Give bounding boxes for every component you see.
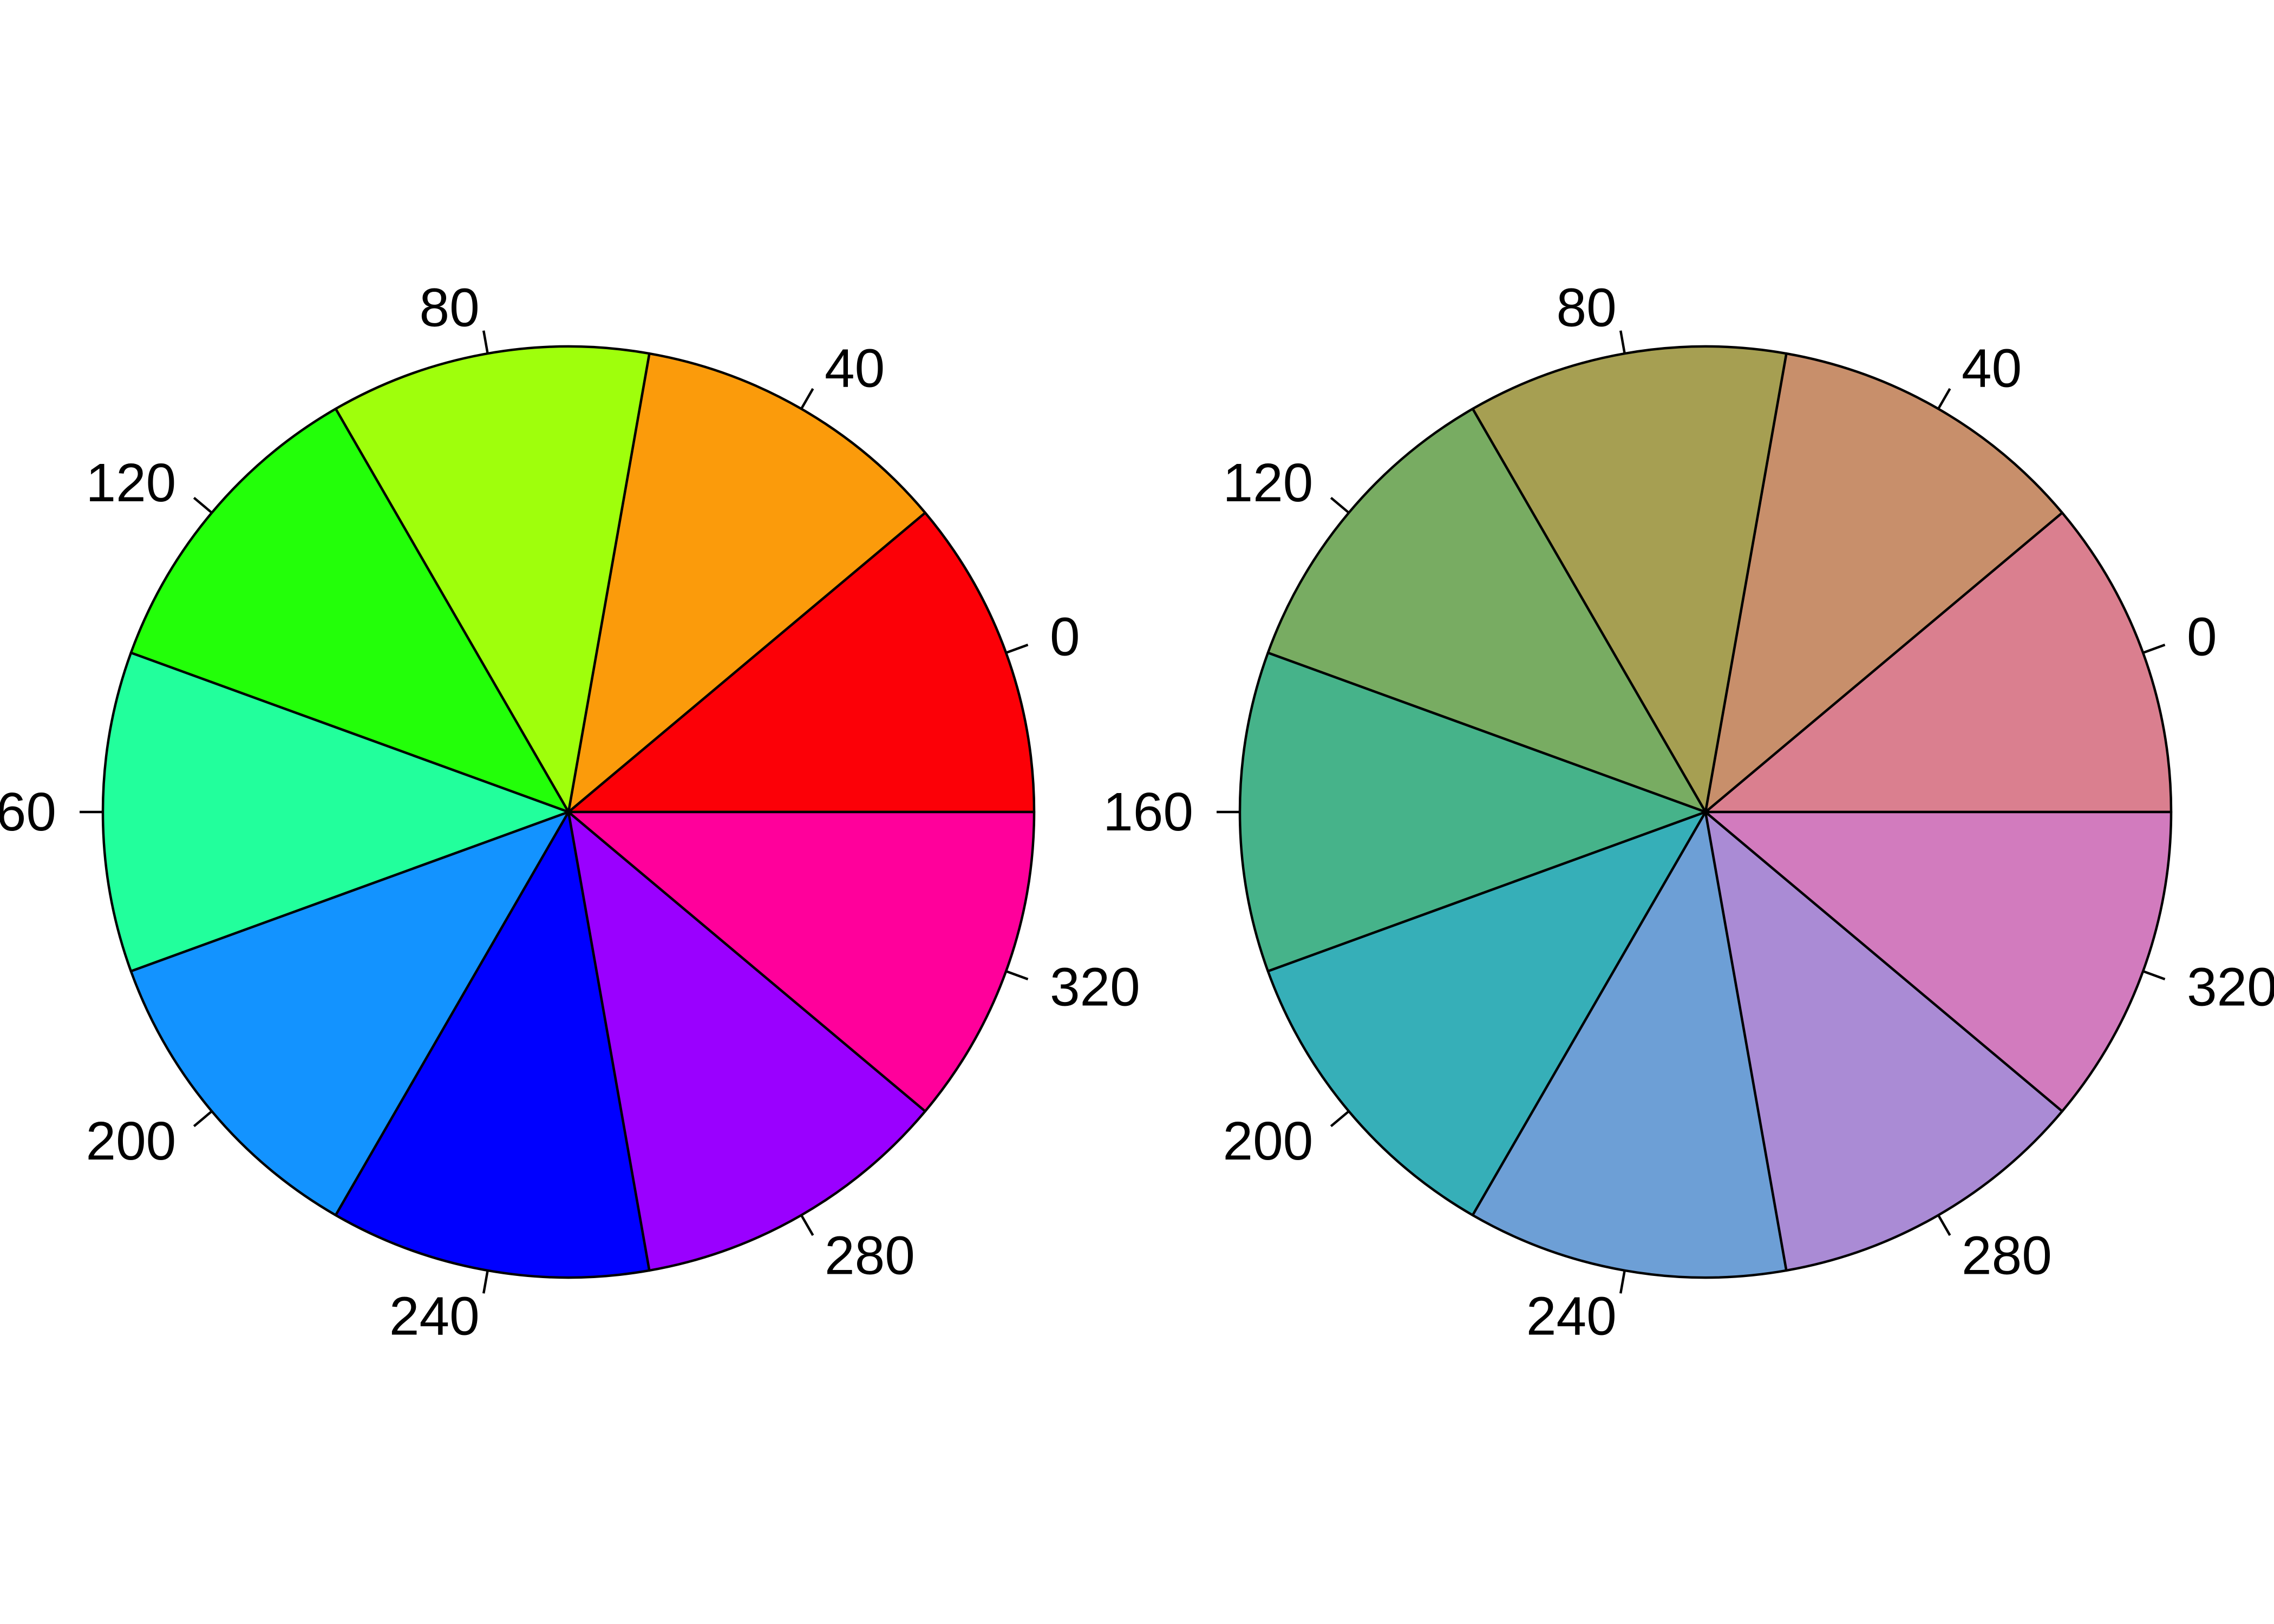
slice-label: 320 bbox=[2187, 957, 2274, 1018]
pie-slice-320 bbox=[1704, 810, 2173, 1113]
label-tick bbox=[1937, 388, 1951, 410]
label-tick bbox=[800, 1214, 814, 1236]
slice-label: 320 bbox=[1050, 957, 1140, 1018]
pie-slice-160 bbox=[1238, 651, 1707, 973]
label-tick bbox=[1005, 970, 1029, 980]
slice-label: 160 bbox=[1103, 782, 1193, 842]
label-tick bbox=[482, 1270, 489, 1294]
label-tick bbox=[1619, 330, 1626, 354]
pie-slice-280 bbox=[1704, 810, 2064, 1272]
label-tick bbox=[2142, 644, 2166, 654]
pie-chart-hcl: 0 40 80 120 160 200 240 280 320 bbox=[1103, 277, 2274, 1346]
pie-slice-280 bbox=[567, 810, 927, 1272]
slice-label: 200 bbox=[1223, 1111, 1313, 1171]
pie-slice-320 bbox=[567, 810, 1036, 1113]
pie-slice-240 bbox=[334, 810, 651, 1279]
pie-slice-80 bbox=[1471, 345, 1788, 814]
slice-label: 240 bbox=[389, 1286, 480, 1347]
slice-label: 120 bbox=[86, 453, 176, 513]
pie-slice-160 bbox=[101, 651, 570, 973]
slice-label: 280 bbox=[825, 1225, 915, 1286]
label-tick bbox=[482, 330, 489, 354]
label-tick bbox=[1330, 496, 1350, 514]
pie-slice-80 bbox=[334, 345, 651, 814]
pie-slice-240 bbox=[1471, 810, 1788, 1279]
slice-label: 200 bbox=[86, 1111, 176, 1171]
pie-slice-120 bbox=[129, 407, 570, 814]
pie-slice-0 bbox=[567, 511, 1036, 814]
slice-label: 280 bbox=[1962, 1225, 2052, 1286]
pie-slice-200 bbox=[1266, 810, 1707, 1217]
pie-slice-40 bbox=[567, 352, 927, 814]
slice-label: 40 bbox=[1962, 338, 2022, 399]
slice-label: 80 bbox=[419, 277, 479, 338]
slice-label: 240 bbox=[1526, 1286, 1617, 1347]
pie-slice-40 bbox=[1704, 352, 2064, 814]
slice-label: 0 bbox=[2187, 606, 2217, 667]
pie-chart-hsv: 0 40 80 120 160 200 240 280 320 bbox=[0, 277, 1140, 1346]
pie-slice-200 bbox=[129, 810, 570, 1217]
slice-label: 40 bbox=[825, 338, 885, 399]
label-tick bbox=[1005, 644, 1029, 654]
slice-label: 160 bbox=[0, 782, 56, 842]
pie-slice-120 bbox=[1266, 407, 1707, 814]
pie-slice-0 bbox=[1704, 511, 2173, 814]
slice-label: 120 bbox=[1223, 453, 1313, 513]
slice-label: 80 bbox=[1556, 277, 1616, 338]
slice-label: 0 bbox=[1050, 606, 1080, 667]
label-tick bbox=[1619, 1270, 1626, 1294]
label-tick bbox=[193, 1110, 213, 1128]
label-tick bbox=[193, 496, 213, 514]
label-tick bbox=[2142, 970, 2166, 980]
label-tick bbox=[800, 388, 814, 410]
label-tick bbox=[1330, 1110, 1350, 1128]
label-tick bbox=[1937, 1214, 1951, 1236]
